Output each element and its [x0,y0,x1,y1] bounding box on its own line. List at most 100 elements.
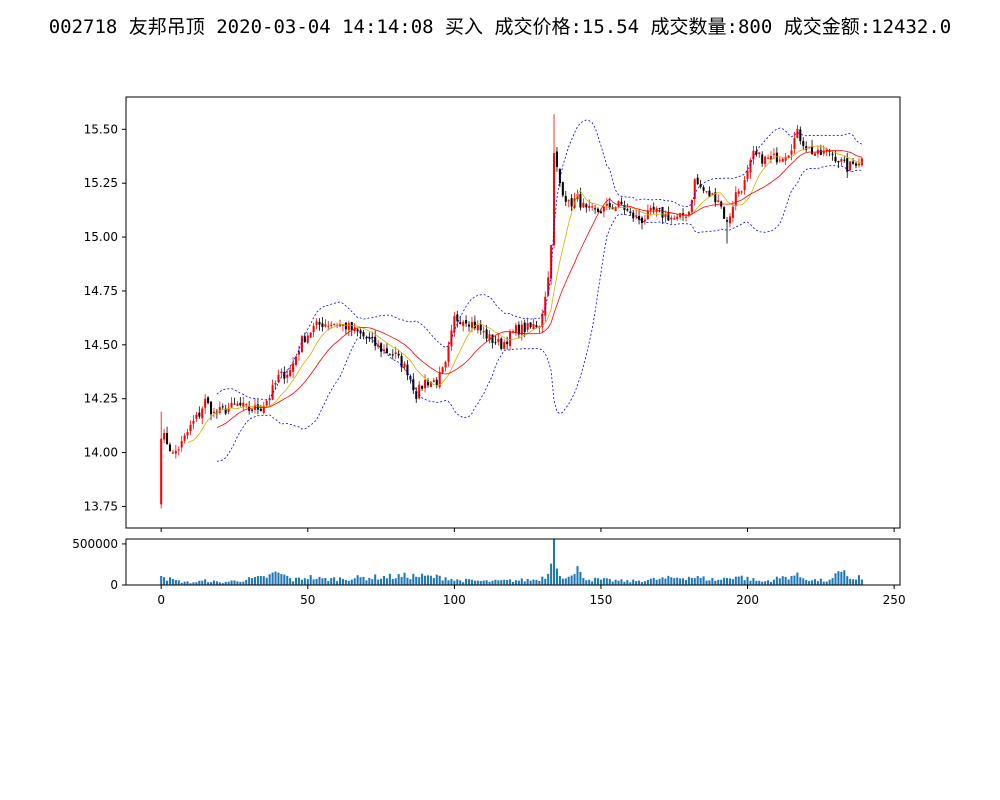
volume-bar [224,581,227,585]
candle-body [514,325,517,334]
volume-bar [195,582,198,585]
candle-body [614,206,617,211]
candle-body [171,452,174,454]
candle-body [734,192,737,206]
price-y-tick: 14.25 [84,392,126,406]
candle-body [221,406,224,408]
price-y-tick: 14.75 [84,284,126,298]
candle-body [494,342,497,344]
candle-body [769,156,773,160]
candle-body [582,202,585,208]
volume-bar [816,581,819,585]
volume-bar [767,580,770,585]
volume-bar [239,581,242,585]
candle-body [482,331,485,333]
volume-bar [362,576,365,585]
candle-body [503,342,506,350]
volume-bar [509,579,512,585]
volume-bar [825,581,828,585]
candle-body [406,364,409,376]
candle-body [649,207,652,211]
candle-body [506,341,509,345]
volume-bar [438,575,441,585]
volume-x-tick-label: 50 [300,593,315,607]
candle-body [629,211,632,213]
candle-body [277,374,280,383]
candle-body [500,338,503,349]
candle-body [163,432,166,440]
candle-body [385,348,388,354]
volume-bar [702,576,705,585]
candle-body [860,158,863,166]
volume-bar [388,573,391,585]
candle-body [652,206,655,210]
volume-bar [274,571,277,585]
volume-bar [775,576,778,585]
volume-bar [315,579,318,585]
volume-bar [846,576,849,585]
volume-bar [772,579,775,585]
candle-body [259,408,262,411]
candle-body [784,156,787,161]
volume-bar [605,578,608,585]
volume-bar [857,575,860,585]
volume-bar [594,577,597,585]
volume-bar [356,575,359,585]
volume-bar [781,576,784,585]
volume-bar [535,579,538,585]
volume-bar [500,580,503,585]
volume-bar [394,578,397,585]
volume-bar [626,580,629,585]
volume-bar [667,575,670,585]
volume-bar [632,579,635,585]
candle-body [831,153,834,155]
volume-bar [300,579,303,585]
volume-x-tick-label: 200 [736,593,759,607]
candle-body [245,404,248,406]
volume-bar [245,579,248,585]
volume-bar [242,581,245,585]
candle-body [819,150,822,155]
volume-bar [852,579,855,585]
candle-body [690,199,693,213]
candle-body [849,161,852,171]
candle-body [632,212,635,219]
candle-body [778,159,781,161]
volume-bar [207,582,210,585]
candle-body [192,420,195,424]
candle-body [664,214,667,217]
volume-bar [289,578,292,585]
candle-body [635,215,638,217]
volume-bar [608,578,611,585]
candle-body [289,370,292,377]
volume-bar [640,582,644,585]
volume-bar [444,577,447,585]
volume-bar [699,577,702,585]
candle-body [429,381,432,387]
candle-body [166,433,169,445]
candle-body [687,211,690,217]
volume-bar [802,578,805,585]
candle-body [532,324,535,329]
candle-body [775,152,778,163]
volume-bar [227,581,230,585]
volume-bar [564,578,567,585]
candle-body [251,409,254,411]
volume-bar [397,574,400,585]
volume-bar [687,576,690,585]
candle-body [297,351,301,355]
volume-bar [799,577,802,585]
candle-body [456,314,459,322]
candle-body [781,158,784,162]
candle-body [239,402,242,406]
volume-bar [230,580,233,585]
volume-bar [318,576,321,585]
candle-body [737,191,740,194]
candle-body [758,152,761,155]
volume-bar [365,580,368,585]
volume-bar [280,574,283,585]
volume-bar [854,579,858,585]
volume-bar [198,580,201,585]
volume-bar [538,581,541,585]
candle-body [435,379,438,386]
